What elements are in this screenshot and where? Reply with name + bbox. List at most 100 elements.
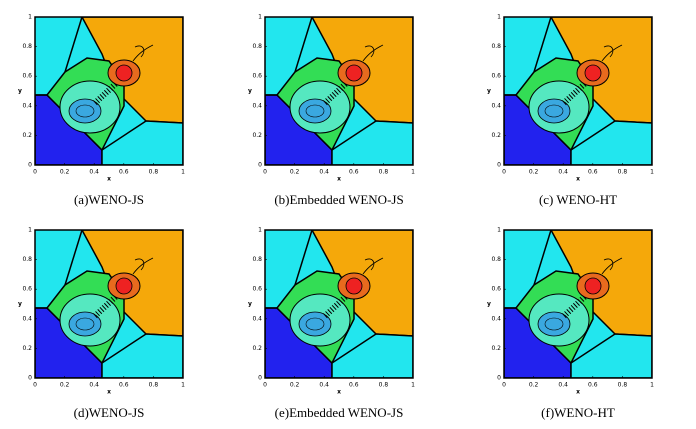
panel: 0 0.2 0.4 0.6 0.8 1 0 0.2 0.4 0.6 0.8 1 x y (e)Embedde…	[248, 227, 415, 420]
x-tick-label: 0.6	[119, 169, 129, 176]
y-tick-label: 0	[28, 375, 32, 382]
y-tick-label: 0.4	[491, 315, 501, 322]
caption: (e)Embedded WENO-JS	[275, 405, 404, 420]
caption: (c) WENO-HT	[539, 192, 617, 207]
plot-frame	[503, 16, 653, 166]
x-tick-label: 1	[411, 382, 415, 389]
x-tick-label: 0.8	[149, 382, 159, 389]
y-tick-label: 0.6	[22, 286, 32, 293]
x-tick-label: 0.4	[558, 169, 568, 176]
x-tick-label: 1	[411, 169, 415, 176]
y-tick-label: 0.2	[22, 345, 32, 352]
plot-frame	[34, 16, 184, 166]
x-tick-label: 0.6	[588, 169, 598, 176]
x-axis-label: x	[576, 389, 580, 396]
y-tick-label: 0.6	[491, 73, 501, 80]
y-tick-label: 0.2	[22, 132, 32, 139]
caption: (d)WENO-JS	[74, 405, 145, 420]
contour-plot	[265, 230, 413, 378]
y-tick-label: 1	[28, 14, 32, 21]
contour-plot	[35, 17, 183, 165]
plot-frame	[503, 229, 653, 379]
x-tick-label: 0.6	[349, 169, 359, 176]
y-axis-label: y	[248, 301, 252, 308]
y-tick-label: 1	[28, 227, 32, 234]
x-tick-label: 0.8	[379, 382, 389, 389]
y-tick-label: 0.2	[252, 132, 262, 139]
y-tick-label: 0.8	[491, 256, 501, 263]
panel: 0 0.2 0.4 0.6 0.8 1 0 0.2 0.4 0.6 0.8 1 x y (b)Embedde…	[248, 14, 415, 207]
x-tick-label: 0.8	[618, 382, 628, 389]
y-tick-label: 0.8	[491, 43, 501, 50]
x-tick-label: 0.2	[529, 169, 539, 176]
plot-frame	[264, 16, 414, 166]
panel: 0 0.2 0.4 0.6 0.8 1 0 0.2 0.4 0.6 0.8 1 x y (d)WENO-JS	[18, 227, 185, 420]
y-axis-label: y	[248, 88, 252, 95]
x-tick-label: 1	[181, 382, 185, 389]
y-tick-label: 0.6	[491, 286, 501, 293]
panel: 0 0.2 0.4 0.6 0.8 1 0 0.2 0.4 0.6 0.8 1 x y (f)WENO-HT	[487, 227, 654, 420]
plot-frame	[34, 229, 184, 379]
y-tick-label: 0	[258, 162, 262, 169]
y-tick-label: 1	[258, 14, 262, 21]
x-tick-label: 0.8	[379, 169, 389, 176]
x-tick-label: 0.4	[319, 169, 329, 176]
plot-frame	[264, 229, 414, 379]
x-axis-label: x	[107, 176, 111, 183]
panel: 0 0.2 0.4 0.6 0.8 1 0 0.2 0.4 0.6 0.8 1 x y (a)WENO-JS	[18, 14, 185, 207]
y-tick-label: 0.8	[252, 43, 262, 50]
caption: (f)WENO-HT	[541, 405, 615, 420]
x-tick-label: 0	[502, 382, 506, 389]
y-tick-label: 1	[497, 14, 501, 21]
y-tick-label: 0	[28, 162, 32, 169]
y-axis-label: y	[18, 88, 22, 95]
contour-plot	[35, 230, 183, 378]
y-axis-label: y	[487, 88, 491, 95]
x-tick-label: 0.4	[89, 169, 99, 176]
y-tick-label: 0.4	[22, 315, 32, 322]
x-tick-label: 0.6	[349, 382, 359, 389]
caption: (b)Embedded WENO-JS	[274, 192, 403, 207]
x-tick-label: 0.8	[149, 169, 159, 176]
x-tick-label: 1	[181, 169, 185, 176]
contour-plot	[265, 17, 413, 165]
contour-plot	[504, 230, 652, 378]
x-tick-label: 0	[263, 169, 267, 176]
y-tick-label: 0	[258, 375, 262, 382]
y-tick-label: 0.2	[491, 132, 501, 139]
y-tick-label: 0.4	[252, 102, 262, 109]
y-tick-label: 0	[497, 162, 501, 169]
panel: 0 0.2 0.4 0.6 0.8 1 0 0.2 0.4 0.6 0.8 1 x y (c) WENO-H…	[487, 14, 654, 207]
x-tick-label: 0.2	[290, 382, 300, 389]
y-tick-label: 0.6	[252, 73, 262, 80]
x-tick-label: 1	[650, 382, 654, 389]
y-tick-label: 1	[497, 227, 501, 234]
y-tick-label: 0.6	[22, 73, 32, 80]
x-tick-label: 1	[650, 169, 654, 176]
x-tick-label: 0.2	[290, 169, 300, 176]
x-tick-label: 0.4	[319, 382, 329, 389]
x-tick-label: 0.4	[89, 382, 99, 389]
x-tick-label: 0	[263, 382, 267, 389]
caption: (a)WENO-JS	[74, 192, 144, 207]
x-tick-label: 0	[33, 169, 37, 176]
y-tick-label: 0.6	[252, 286, 262, 293]
y-tick-label: 0.2	[252, 345, 262, 352]
x-axis-label: x	[337, 389, 341, 396]
x-tick-label: 0.2	[529, 382, 539, 389]
y-tick-label: 0	[497, 375, 501, 382]
x-axis-label: x	[107, 389, 111, 396]
x-tick-label: 0.6	[588, 382, 598, 389]
contour-plot	[504, 17, 652, 165]
y-tick-label: 0.8	[22, 256, 32, 263]
x-axis-label: x	[337, 176, 341, 183]
y-tick-label: 0.4	[252, 315, 262, 322]
x-tick-label: 0.4	[558, 382, 568, 389]
x-tick-label: 0	[502, 169, 506, 176]
y-tick-label: 1	[258, 227, 262, 234]
y-axis-label: y	[18, 301, 22, 308]
x-tick-label: 0.2	[60, 382, 70, 389]
y-tick-label: 0.4	[22, 102, 32, 109]
y-axis-label: y	[487, 301, 491, 308]
